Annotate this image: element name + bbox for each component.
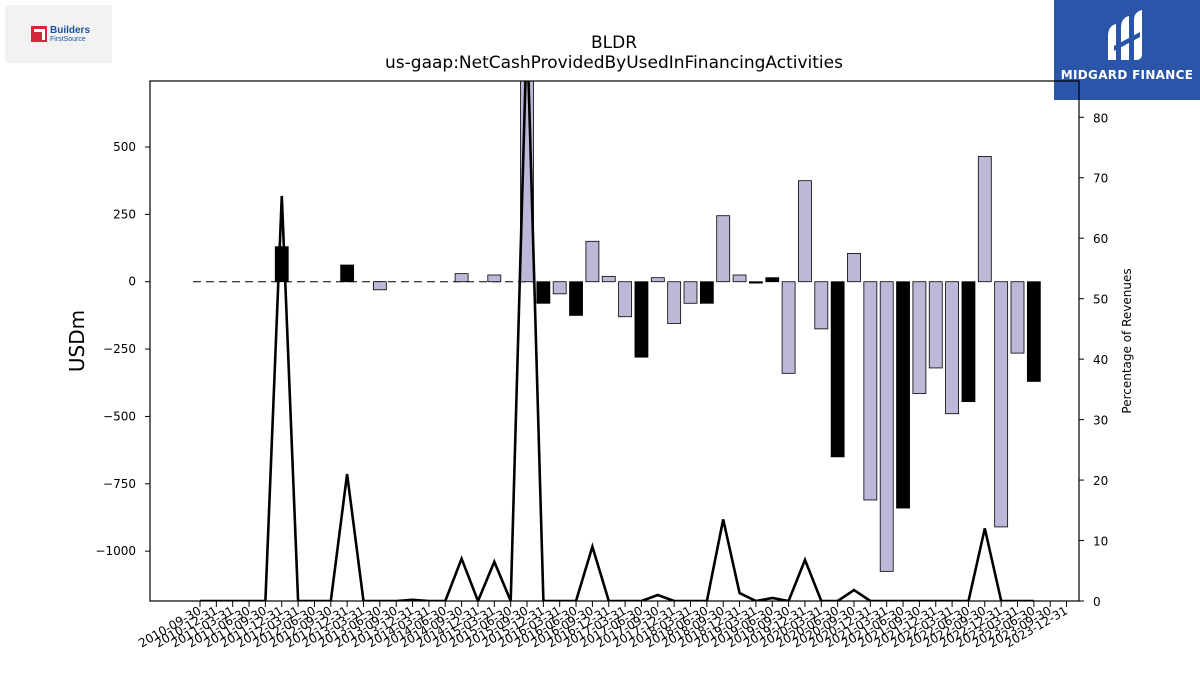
midgard-finance-logo: MIDGARD FINANCE (1054, 0, 1200, 100)
builders-firstsource-logo: Builders FirstSource (5, 5, 112, 63)
logo-left-line1: Builders (50, 25, 91, 36)
bar-2022-09-30 (977, 156, 992, 283)
bar-2019-06-30 (765, 277, 780, 283)
y-tick-label: 0 (128, 275, 136, 289)
bar-2017-09-30 (650, 277, 665, 283)
bar-2018-03-31 (683, 281, 698, 304)
logo-right-name: MIDGARD FINANCE (1060, 68, 1194, 82)
bar-2020-09-30 (847, 253, 861, 283)
bar-2018-12-31 (732, 274, 747, 283)
bar-2014-09-30 (454, 273, 469, 283)
bar-2016-12-31 (601, 275, 616, 283)
y2-tick-label: 30 (1093, 414, 1108, 428)
bar-2017-12-31 (667, 281, 682, 324)
y-tick-label: 500 (113, 140, 136, 154)
chart-subtitle: us-gaap:NetCashProvidedByUsedInFinancing… (385, 53, 843, 73)
chart-title: BLDR (591, 33, 637, 53)
bar-2016-06-30 (569, 281, 583, 316)
y2-tick-label: 60 (1093, 232, 1108, 246)
midgard-logo-glyph-icon (1108, 10, 1142, 60)
y2-tick-label: 70 (1093, 172, 1108, 186)
logo-left-line2: FirstSource (50, 36, 86, 43)
bar-2015-12-31 (536, 281, 551, 304)
bar-2023-03-31 (1010, 281, 1025, 354)
bar-2019-09-30 (781, 281, 796, 374)
bar-2021-09-30 (912, 281, 927, 394)
bar-2021-06-30 (896, 281, 910, 509)
y2-axis-label: Percentage of Revenues (1120, 268, 1134, 413)
bar-2020-03-31 (814, 281, 829, 330)
y-axis-label: USDm (65, 310, 89, 372)
bar-2015-03-31 (487, 274, 502, 283)
bar-2020-12-31 (863, 281, 878, 501)
pct-of-revenue-line (200, 81, 1034, 601)
y2-tick-label: 40 (1093, 353, 1108, 367)
y2-tick-label: 20 (1093, 474, 1108, 488)
bar-2021-03-31 (879, 281, 894, 572)
bar-2019-03-31 (749, 281, 763, 284)
y-tick-label: −1000 (95, 544, 136, 558)
y-tick-label: −500 (103, 409, 136, 423)
plot-area (193, 81, 1041, 601)
plot-frame (149, 80, 1080, 602)
bar-2018-06-30 (699, 281, 714, 304)
bar-2018-09-30 (716, 215, 731, 283)
bar-2012-12-31 (340, 264, 355, 283)
bar-2022-12-31 (994, 281, 1009, 528)
bar-2022-06-30 (961, 281, 976, 403)
bar-2017-03-31 (618, 281, 632, 318)
bar-2020-06-30 (830, 281, 845, 458)
y-tick-label: −250 (103, 342, 136, 356)
y2-tick-label: 80 (1093, 111, 1108, 125)
bar-2023-06-30 (1026, 281, 1041, 382)
bar-2013-06-30 (372, 281, 387, 291)
y2-tick-label: 0 (1093, 595, 1101, 609)
y2-tick-label: 10 (1093, 535, 1108, 549)
builders-logo-mark-icon (31, 26, 47, 42)
y-tick-label: 250 (113, 207, 136, 221)
bar-2016-03-31 (552, 281, 567, 295)
y2-tick-label: 50 (1093, 293, 1108, 307)
bar-2019-12-31 (798, 180, 812, 283)
y-tick-label: −750 (103, 477, 136, 491)
bar-2022-03-31 (945, 281, 959, 415)
bar-2021-12-31 (928, 281, 943, 369)
bar-2016-09-30 (585, 240, 600, 283)
bar-2017-06-30 (634, 281, 649, 358)
